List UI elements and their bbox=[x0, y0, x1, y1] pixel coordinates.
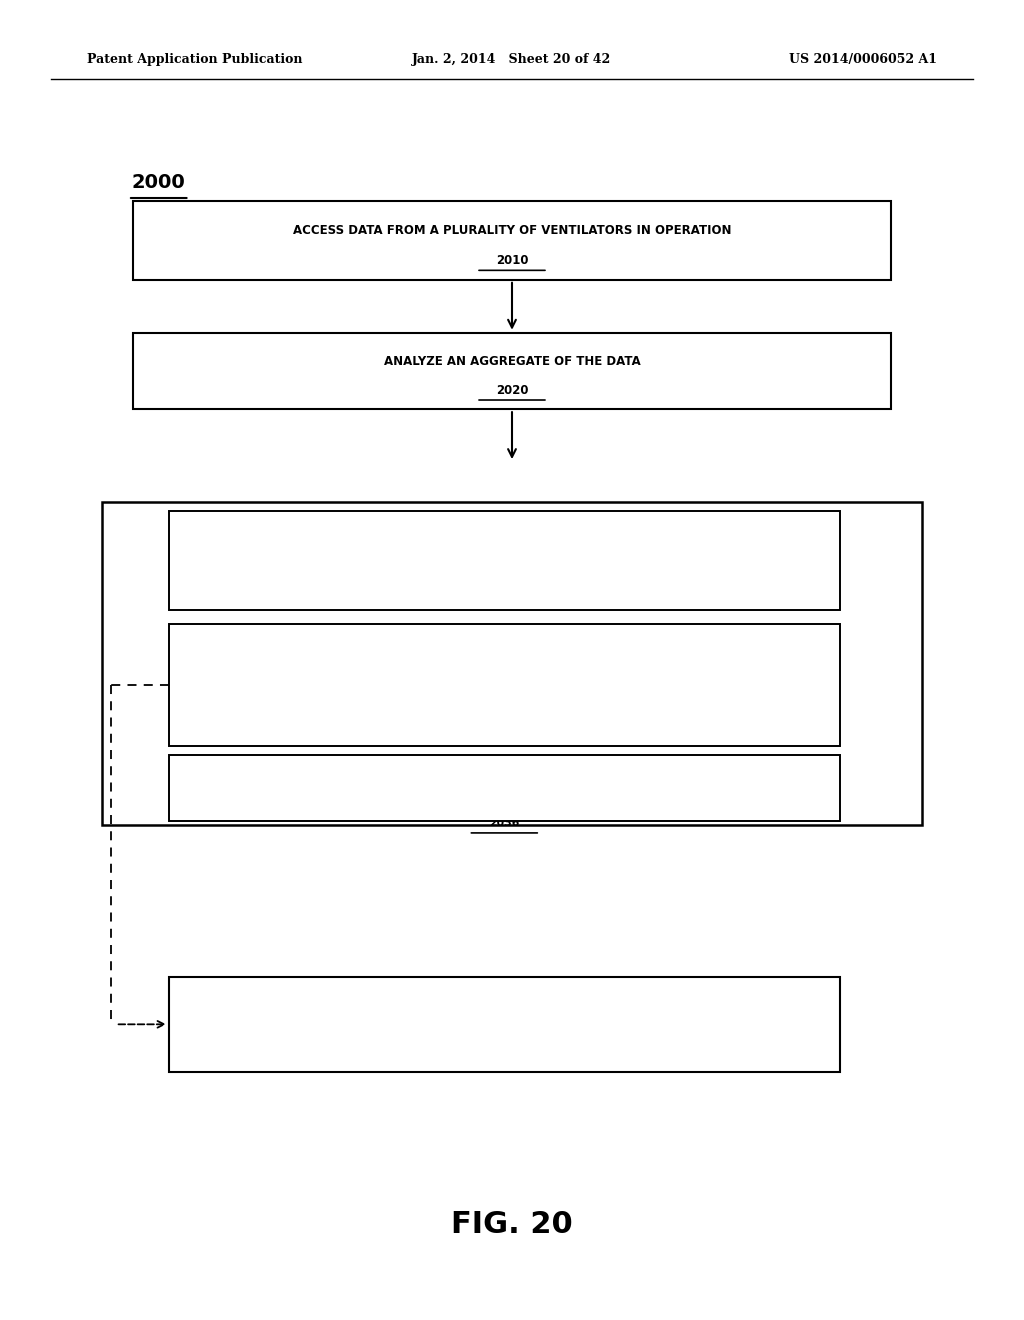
Text: Patent Application Publication: Patent Application Publication bbox=[87, 53, 302, 66]
FancyBboxPatch shape bbox=[169, 755, 840, 821]
FancyBboxPatch shape bbox=[169, 624, 840, 746]
Text: DISPLAY THE VENTILATOR REPORT: DISPLAY THE VENTILATOR REPORT bbox=[390, 993, 618, 1006]
Text: ACCESS DATA FROM A PLURALITY OF VENTILATORS IN OPERATION: ACCESS DATA FROM A PLURALITY OF VENTILAT… bbox=[293, 224, 731, 238]
Text: 2036: 2036 bbox=[489, 818, 519, 829]
Text: OPERATION TREND: OPERATION TREND bbox=[446, 550, 562, 561]
Text: ANALYZE AN AGGREGATE OF THE DATA: ANALYZE AN AGGREGATE OF THE DATA bbox=[384, 355, 640, 368]
Text: GENERATE A VENTILATOR REPORT OF A VENTILATOR OF THE PLURALITY OF THE: GENERATE A VENTILATOR REPORT OF A VENTIL… bbox=[263, 517, 761, 528]
Text: SUMMARIZED KEY INFORMATION FROM A SHIFT: SUMMARIZED KEY INFORMATION FROM A SHIFT bbox=[358, 791, 650, 801]
Text: 2020: 2020 bbox=[496, 384, 528, 396]
Text: GENERATE THE VENTILATOR  REPORT BASED ON A VENTILATOR: GENERATE THE VENTILATOR REPORT BASED ON … bbox=[312, 521, 696, 532]
FancyBboxPatch shape bbox=[133, 333, 891, 409]
Text: 2030: 2030 bbox=[497, 578, 527, 589]
Text: 2034: 2034 bbox=[489, 722, 519, 733]
Text: FIG. 20: FIG. 20 bbox=[452, 1210, 572, 1239]
Text: GENERATE A VENTILATOR PROTOCOL ANALYSIS REPORT CONFIGURED: GENERATE A VENTILATOR PROTOCOL ANALYSIS … bbox=[293, 635, 716, 645]
FancyBboxPatch shape bbox=[169, 977, 840, 1072]
Text: VENTILATORS BASED ON THE ANALYZED AGGREGATED DATA: VENTILATORS BASED ON THE ANALYZED AGGREG… bbox=[325, 548, 699, 558]
Text: 2040: 2040 bbox=[488, 1027, 520, 1040]
FancyBboxPatch shape bbox=[102, 502, 922, 825]
Text: US 2014/0006052 A1: US 2014/0006052 A1 bbox=[788, 53, 937, 66]
FancyBboxPatch shape bbox=[169, 511, 840, 610]
Text: GENERATE A ROUNDING REPORT CONFIGURED FOR REPORTING: GENERATE A ROUNDING REPORT CONFIGURED FO… bbox=[312, 764, 696, 775]
Text: 2010: 2010 bbox=[496, 253, 528, 267]
Text: FOR REPORTING ONE OR MORE OF COMPLIANCE AND SUCCESS OF A: FOR REPORTING ONE OR MORE OF COMPLIANCE … bbox=[297, 664, 712, 675]
Text: 2032: 2032 bbox=[489, 579, 519, 590]
Text: Jan. 2, 2014   Sheet 20 of 42: Jan. 2, 2014 Sheet 20 of 42 bbox=[413, 53, 611, 66]
Text: 2000: 2000 bbox=[132, 173, 185, 191]
Text: VENTILATOR PROTOCOL: VENTILATOR PROTOCOL bbox=[431, 693, 578, 704]
FancyBboxPatch shape bbox=[133, 201, 891, 280]
